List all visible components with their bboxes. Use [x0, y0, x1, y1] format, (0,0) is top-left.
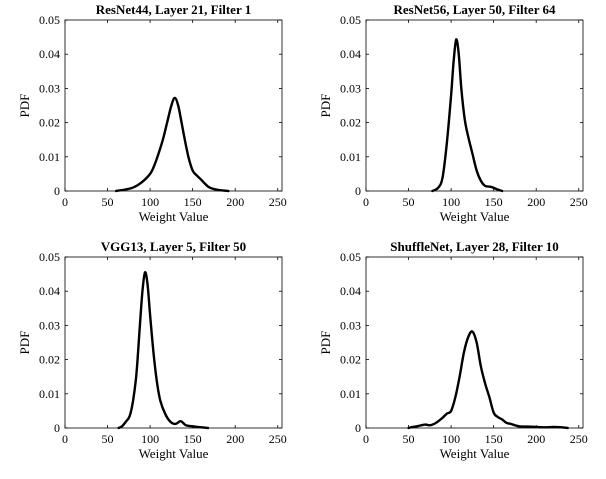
x-axis-label: Weight Value — [139, 446, 209, 461]
y-tick-label: 0.04 — [39, 47, 60, 61]
y-tick-label: 0.03 — [340, 81, 361, 95]
plot-area — [117, 271, 210, 430]
y-tick-label: 0.01 — [340, 387, 361, 401]
y-tick-label: 0.05 — [340, 250, 361, 264]
y-tick-label: 0.03 — [340, 318, 361, 332]
y-tick-label: 0.02 — [39, 116, 60, 130]
plot-frame — [64, 19, 283, 192]
x-tick-label: 0 — [62, 432, 68, 446]
x-tick-label: 100 — [141, 432, 159, 446]
pdf-curve — [431, 38, 504, 193]
y-tick-label: 0.04 — [340, 284, 361, 298]
x-tick-label: 100 — [442, 195, 460, 209]
plot-frame — [365, 19, 584, 192]
y-tick-label: 0.04 — [39, 284, 60, 298]
y-tick-label: 0 — [355, 184, 361, 198]
x-tick-label: 0 — [363, 195, 369, 209]
plot-area — [114, 96, 230, 193]
x-tick-label: 150 — [184, 195, 202, 209]
axis-ticks: 0 50 100 150 200 250 0 0.01 0.02 0.03 0.04 0.05 — [39, 250, 287, 446]
x-tick-label: 100 — [442, 432, 460, 446]
y-tick-label: 0 — [355, 421, 361, 435]
y-tick-label: 0.04 — [340, 47, 361, 61]
x-tick-label: 200 — [527, 195, 545, 209]
x-axis-label: Weight Value — [139, 209, 209, 224]
y-tick-label: 0.02 — [39, 353, 60, 367]
y-tick-label: 0.01 — [340, 150, 361, 164]
x-tick-label: 200 — [226, 432, 244, 446]
y-axis-label: PDF — [17, 94, 32, 118]
axis-ticks: 0 50 100 150 200 250 0 0.01 0.02 0.03 0.04 0.05 — [39, 13, 287, 209]
panel-vgg13: VGG13, Layer 5, Filter 50 Weight Value P… — [17, 239, 287, 461]
pdf-curve — [117, 271, 210, 430]
x-tick-label: 100 — [141, 195, 159, 209]
y-axis-label: PDF — [318, 331, 333, 355]
plot-frame — [64, 256, 283, 429]
y-tick-label: 0.03 — [39, 81, 60, 95]
panel-resnet56: ResNet56, Layer 50, Filter 64 Weight Val… — [318, 2, 588, 224]
x-tick-label: 50 — [102, 432, 114, 446]
y-tick-label: 0.05 — [39, 250, 60, 264]
chart-title: ShuffleNet, Layer 28, Filter 10 — [390, 239, 559, 254]
x-tick-label: 150 — [184, 432, 202, 446]
x-tick-label: 200 — [527, 432, 545, 446]
pdf-curve — [114, 96, 230, 193]
x-tick-label: 0 — [363, 432, 369, 446]
x-tick-label: 250 — [269, 432, 287, 446]
x-tick-label: 150 — [485, 195, 503, 209]
x-tick-label: 50 — [403, 432, 415, 446]
x-axis-label: Weight Value — [440, 209, 510, 224]
x-tick-label: 250 — [570, 432, 588, 446]
axis-ticks: 0 50 100 150 200 250 0 0.01 0.02 0.03 0.04 0.05 — [340, 250, 588, 446]
x-tick-label: 250 — [269, 195, 287, 209]
pdf-curve — [407, 330, 569, 430]
x-tick-label: 50 — [403, 195, 415, 209]
y-tick-label: 0.01 — [39, 150, 60, 164]
plot-frame — [365, 256, 584, 429]
x-tick-label: 200 — [226, 195, 244, 209]
plot-area — [431, 38, 504, 193]
chart-title: ResNet44, Layer 21, Filter 1 — [96, 2, 251, 17]
y-axis-label: PDF — [17, 331, 32, 355]
y-tick-label: 0.01 — [39, 387, 60, 401]
plot-area — [407, 330, 569, 430]
y-tick-label: 0 — [54, 184, 60, 198]
x-tick-label: 150 — [485, 432, 503, 446]
chart-title: VGG13, Layer 5, Filter 50 — [101, 239, 246, 254]
panel-resnet44: ResNet44, Layer 21, Filter 1 Weight Valu… — [17, 2, 287, 224]
x-axis-label: Weight Value — [440, 446, 510, 461]
x-tick-label: 50 — [102, 195, 114, 209]
x-tick-label: 0 — [62, 195, 68, 209]
y-tick-label: 0.02 — [340, 353, 361, 367]
y-tick-label: 0.05 — [39, 13, 60, 27]
axis-ticks: 0 50 100 150 200 250 0 0.01 0.02 0.03 0.04 0.05 — [340, 13, 588, 209]
y-axis-label: PDF — [318, 94, 333, 118]
y-tick-label: 0.03 — [39, 318, 60, 332]
chart-title: ResNet56, Layer 50, Filter 64 — [394, 2, 556, 17]
x-tick-label: 250 — [570, 195, 588, 209]
y-tick-label: 0.05 — [340, 13, 361, 27]
panel-shufflenet: ShuffleNet, Layer 28, Filter 10 Weight V… — [318, 239, 588, 461]
y-tick-label: 0.02 — [340, 116, 361, 130]
y-tick-label: 0 — [54, 421, 60, 435]
